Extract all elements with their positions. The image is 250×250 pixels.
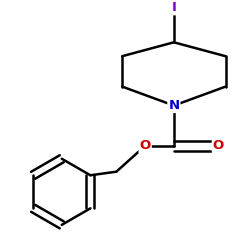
Text: O: O: [213, 139, 224, 152]
Text: O: O: [140, 139, 151, 152]
Text: N: N: [168, 99, 179, 112]
Text: I: I: [172, 1, 176, 14]
